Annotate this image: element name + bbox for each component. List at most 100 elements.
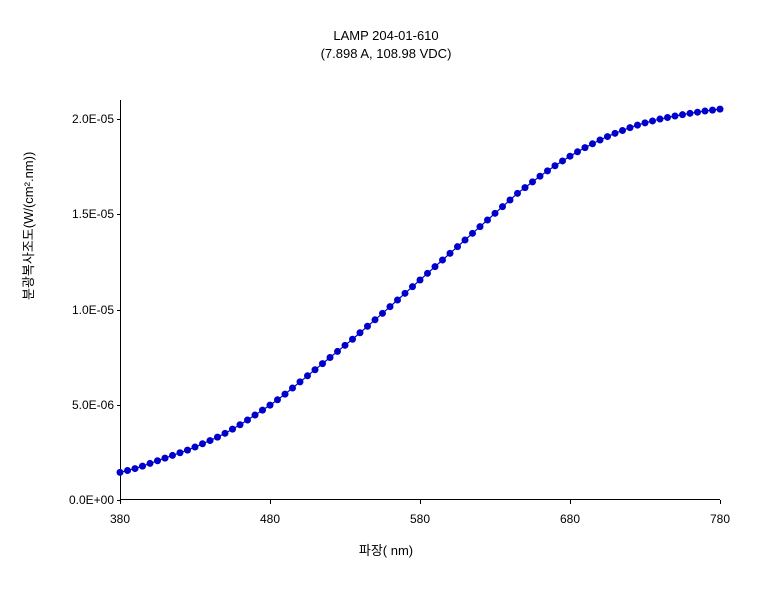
- data-point: [649, 117, 656, 124]
- data-point: [612, 130, 619, 137]
- data-point: [154, 457, 161, 464]
- data-point: [657, 116, 664, 123]
- y-axis-label: 분광복사조도(W/(cm².nm)): [18, 152, 37, 300]
- data-point: [432, 263, 439, 270]
- data-point: [462, 237, 469, 244]
- data-point: [177, 449, 184, 456]
- data-point: [342, 342, 349, 349]
- x-tick-mark: [570, 500, 571, 504]
- data-point: [514, 190, 521, 197]
- data-line: [120, 109, 720, 472]
- data-point: [244, 417, 251, 424]
- data-point: [552, 162, 559, 169]
- data-point: [567, 153, 574, 160]
- data-point: [589, 140, 596, 147]
- y-tick-label: 1.0E-05: [44, 303, 114, 317]
- data-point: [447, 250, 454, 257]
- y-tick-mark: [117, 119, 121, 120]
- data-point: [364, 323, 371, 330]
- data-point: [694, 109, 701, 116]
- data-point: [439, 257, 446, 264]
- x-tick-label: 680: [550, 512, 590, 526]
- data-point: [469, 230, 476, 237]
- data-point: [687, 110, 694, 117]
- data-point: [162, 455, 169, 462]
- data-point: [282, 391, 289, 398]
- data-point: [424, 270, 431, 277]
- x-tick-mark: [120, 500, 121, 504]
- data-point: [312, 366, 319, 373]
- data-point: [222, 430, 229, 437]
- data-point: [627, 124, 634, 131]
- y-tick-mark: [117, 310, 121, 311]
- data-point: [582, 144, 589, 151]
- data-point: [319, 360, 326, 367]
- data-point: [372, 316, 379, 323]
- data-point: [604, 133, 611, 140]
- data-point: [664, 114, 671, 121]
- data-point: [237, 421, 244, 428]
- x-tick-mark: [270, 500, 271, 504]
- data-point: [679, 111, 686, 118]
- data-point: [529, 178, 536, 185]
- data-point: [124, 467, 131, 474]
- data-point: [117, 469, 124, 476]
- data-point: [132, 465, 139, 472]
- chart-svg: [120, 100, 720, 500]
- data-point: [642, 119, 649, 126]
- data-point: [274, 396, 281, 403]
- x-tick-label: 580: [400, 512, 440, 526]
- data-point: [522, 184, 529, 191]
- data-point: [634, 122, 641, 129]
- data-point: [717, 106, 724, 113]
- data-point: [297, 378, 304, 385]
- data-point: [492, 210, 499, 217]
- x-tick-label: 780: [700, 512, 740, 526]
- x-axis-label: 파장( nm): [0, 540, 772, 559]
- chart-title: LAMP 204-01-610: [0, 28, 772, 43]
- data-point: [537, 173, 544, 180]
- y-tick-label: 5.0E-06: [44, 398, 114, 412]
- data-point: [327, 354, 334, 361]
- data-markers: [117, 106, 724, 476]
- data-point: [417, 277, 424, 284]
- data-point: [402, 290, 409, 297]
- data-point: [289, 385, 296, 392]
- data-point: [484, 217, 491, 224]
- chart-container: LAMP 204-01-610 (7.898 A, 108.98 VDC) 분광…: [0, 0, 772, 604]
- x-tick-mark: [720, 500, 721, 504]
- data-point: [672, 113, 679, 120]
- data-point: [252, 412, 259, 419]
- data-point: [702, 108, 709, 115]
- y-tick-mark: [117, 405, 121, 406]
- data-point: [477, 223, 484, 230]
- chart-subtitle: (7.898 A, 108.98 VDC): [0, 46, 772, 61]
- x-tick-label: 380: [100, 512, 140, 526]
- data-point: [597, 137, 604, 144]
- y-tick-mark: [117, 214, 121, 215]
- data-point: [574, 148, 581, 155]
- data-point: [169, 452, 176, 459]
- data-point: [199, 440, 206, 447]
- data-point: [559, 157, 566, 164]
- data-point: [184, 447, 191, 454]
- data-point: [454, 243, 461, 250]
- data-point: [409, 283, 416, 290]
- data-point: [544, 167, 551, 174]
- data-point: [387, 303, 394, 310]
- data-point: [349, 336, 356, 343]
- data-point: [229, 426, 236, 433]
- data-point: [394, 297, 401, 304]
- y-tick-label: 2.0E-05: [44, 112, 114, 126]
- data-point: [334, 348, 341, 355]
- data-point: [259, 407, 266, 414]
- data-point: [267, 402, 274, 409]
- y-tick-label: 1.5E-05: [44, 207, 114, 221]
- data-point: [619, 127, 626, 134]
- x-tick-label: 480: [250, 512, 290, 526]
- data-point: [147, 460, 154, 467]
- data-point: [139, 463, 146, 470]
- data-point: [192, 444, 199, 451]
- data-point: [379, 310, 386, 317]
- data-point: [499, 203, 506, 210]
